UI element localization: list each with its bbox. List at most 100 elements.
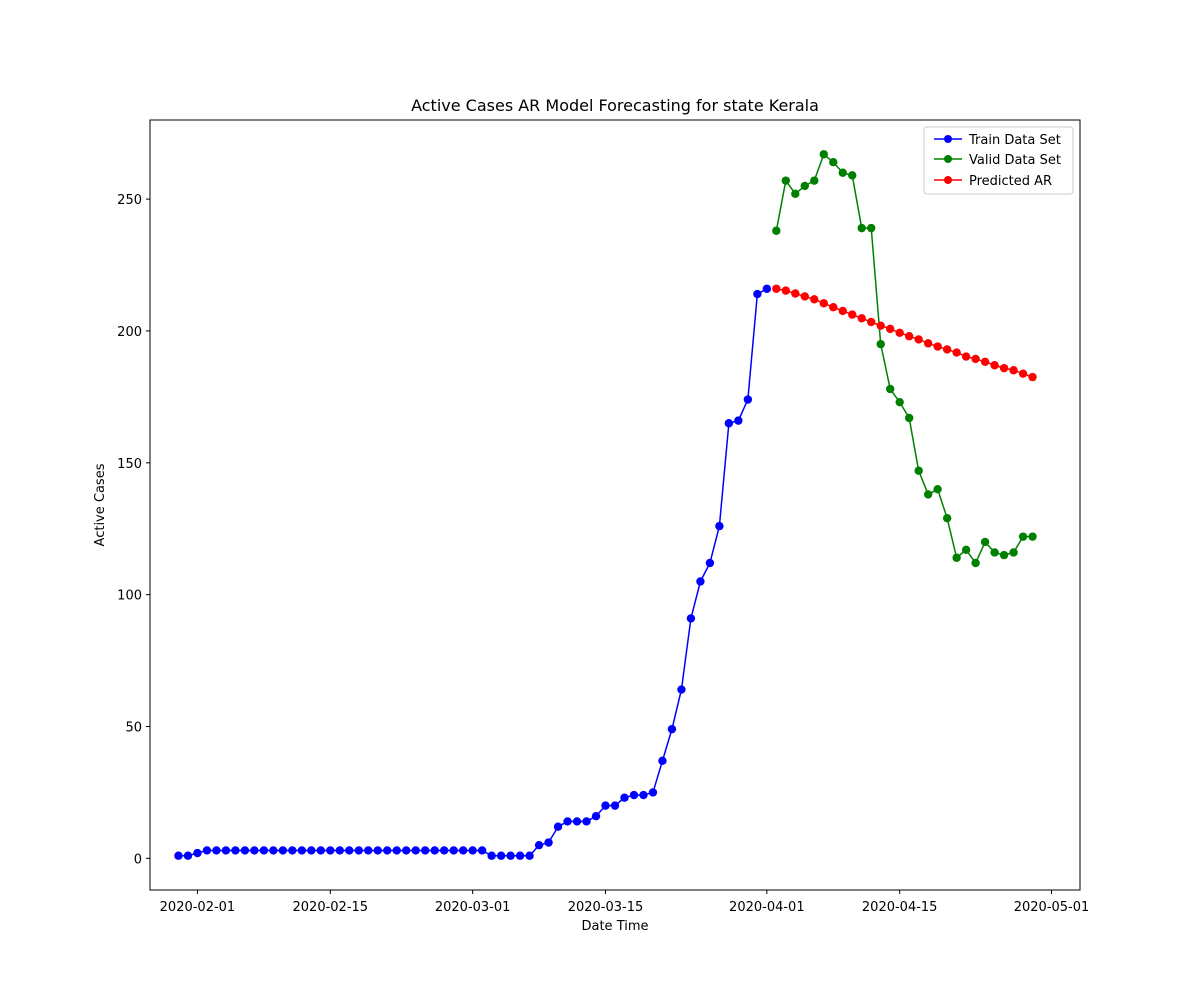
data-point-train-data-set (316, 846, 326, 855)
data-point-train-data-set (544, 838, 553, 847)
data-point-valid-data-set (1028, 532, 1037, 541)
data-point-train-data-set (496, 851, 506, 860)
data-point-predicted-ar (876, 321, 885, 330)
legend-label-predicted: Predicted AR (969, 174, 1052, 189)
data-point-train-data-set (326, 846, 335, 855)
y-tick-label: 100 (117, 589, 142, 604)
data-point-train-data-set (762, 284, 772, 293)
data-point-predicted-ar (923, 339, 933, 348)
data-point-valid-data-set (829, 157, 838, 167)
data-point-train-data-set (288, 846, 297, 855)
data-point-train-data-set (724, 419, 734, 428)
data-point-train-data-set (354, 846, 363, 855)
data-point-train-data-set (193, 848, 202, 858)
data-point-predicted-ar (800, 292, 809, 301)
data-point-predicted-ar (829, 303, 838, 312)
data-point-predicted-ar (961, 352, 971, 361)
data-point-train-data-set (335, 846, 344, 855)
data-point-valid-data-set (952, 553, 961, 562)
data-point-train-data-set (449, 846, 458, 855)
y-tick-label: 0 (134, 852, 142, 867)
data-point-train-data-set (696, 577, 705, 586)
data-point-predicted-ar (904, 332, 914, 341)
data-point-train-data-set (421, 846, 430, 855)
data-point-predicted-ar (867, 317, 876, 327)
y-axis-ticks: 0 50 100 150 200 250 (117, 193, 150, 867)
data-point-train-data-set (629, 790, 639, 800)
data-point-train-data-set (582, 817, 591, 826)
legend-entry-valid: Valid Data Set (934, 153, 1061, 168)
y-tick-label: 250 (117, 193, 142, 208)
data-point-valid-data-set (980, 537, 990, 547)
data-point-predicted-ar (933, 342, 942, 351)
data-point-valid-data-set (895, 397, 904, 407)
data-point-predicted-ar (791, 289, 800, 298)
data-point-predicted-ar (838, 306, 847, 316)
x-axis-label: Date Time (581, 919, 648, 934)
y-tick-label: 200 (117, 325, 142, 340)
data-point-valid-data-set (800, 181, 809, 191)
data-point-train-data-set (297, 846, 307, 855)
data-point-valid-data-set (781, 176, 791, 185)
data-point-train-data-set (715, 521, 724, 531)
data-point-train-data-set (591, 811, 601, 821)
data-point-train-data-set (278, 846, 288, 855)
data-point-predicted-ar (1009, 366, 1018, 375)
data-point-predicted-ar (971, 354, 980, 364)
legend-marker-train (944, 135, 952, 143)
x-tick-label: 2020-02-15 (293, 900, 369, 915)
series-train-data-set (174, 284, 772, 860)
x-tick-label: 2020-04-01 (729, 900, 805, 915)
data-point-predicted-ar (810, 295, 819, 304)
data-point-valid-data-set (819, 150, 828, 159)
data-point-train-data-set (174, 851, 183, 860)
legend-entry-train: Train Data Set (934, 133, 1061, 148)
data-point-train-data-set (743, 395, 753, 404)
x-axis-ticks: 2020-02-01 2020-02-15 2020-03-01 2020-03-15… (160, 890, 1089, 915)
legend-frame (923, 126, 1074, 195)
data-point-valid-data-set (990, 548, 999, 557)
legend-marker-valid (944, 155, 952, 163)
x-tick-label: 2020-03-15 (568, 900, 644, 915)
data-point-train-data-set (392, 846, 401, 855)
data-point-valid-data-set (848, 171, 857, 180)
data-point-train-data-set (383, 846, 392, 855)
series-predicted-ar (772, 284, 1037, 382)
data-point-train-data-set (515, 851, 525, 860)
data-point-valid-data-set (1018, 532, 1028, 541)
data-point-predicted-ar (781, 286, 791, 295)
data-point-valid-data-set (1009, 548, 1018, 557)
series-valid-data-set (772, 150, 1037, 568)
data-point-valid-data-set (971, 558, 980, 568)
data-point-valid-data-set (876, 339, 885, 349)
data-point-predicted-ar (819, 299, 828, 308)
data-point-train-data-set (212, 846, 221, 855)
data-point-train-data-set (563, 817, 572, 826)
data-point-predicted-ar (942, 345, 952, 354)
data-point-valid-data-set (961, 545, 971, 555)
data-point-train-data-set (183, 851, 193, 860)
data-point-valid-data-set (942, 513, 952, 523)
data-point-train-data-set (269, 846, 278, 855)
data-point-train-data-set (534, 840, 544, 850)
data-point-train-data-set (231, 846, 240, 855)
data-point-predicted-ar (990, 361, 999, 370)
data-point-train-data-set (572, 817, 582, 826)
data-point-train-data-set (468, 846, 477, 855)
legend: Train Data Set Valid Data Set Predicted … (923, 126, 1074, 195)
data-point-train-data-set (364, 846, 373, 855)
y-tick-label: 50 (125, 721, 142, 736)
data-point-predicted-ar (1028, 372, 1037, 382)
data-point-train-data-set (705, 558, 715, 568)
data-point-train-data-set (307, 846, 316, 855)
data-point-train-data-set (487, 851, 496, 860)
data-point-train-data-set (553, 822, 563, 831)
data-point-predicted-ar (886, 324, 895, 334)
data-point-train-data-set (686, 614, 696, 623)
data-point-train-data-set (345, 846, 354, 855)
data-point-predicted-ar (980, 357, 990, 367)
data-point-train-data-set (259, 846, 269, 855)
series-line-predicted-ar (776, 288, 1033, 378)
data-point-valid-data-set (923, 490, 933, 499)
